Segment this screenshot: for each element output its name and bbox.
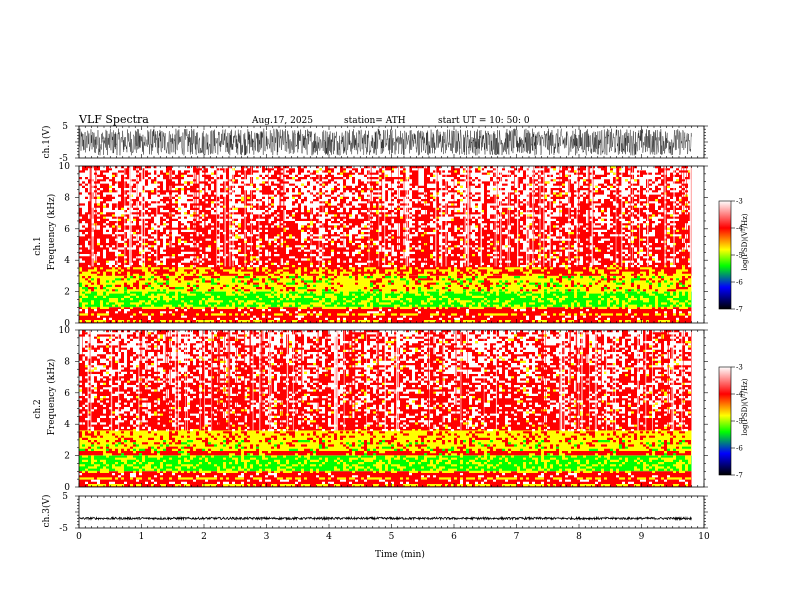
x-tick-label: 0: [76, 532, 82, 542]
spectrogram-ch1: [79, 166, 692, 323]
spec1-ytick-label: 4: [64, 256, 70, 266]
ch3-ytick-label: -5: [59, 524, 68, 534]
colorbar2-tick-label: -5: [736, 418, 743, 426]
x-tick-label: 7: [514, 532, 520, 542]
x-tick-label: 1: [139, 532, 145, 542]
x-tick-label: 2: [201, 532, 207, 542]
spec1-ytick-label: 0: [64, 319, 70, 329]
colorbar2-gradient: [719, 367, 731, 475]
spec1-ytick-label: 8: [64, 193, 70, 203]
spec1-ytick-label: 6: [64, 225, 70, 235]
spec2-ytick-label: 10: [59, 326, 71, 336]
colorbar2-tick-label: -3: [736, 364, 743, 372]
spec2-ytick-label: 2: [64, 452, 70, 462]
colorbar2-tick-label: -6: [736, 445, 743, 453]
colorbar2-tick-label: -7: [736, 472, 743, 480]
x-tick-label: 4: [326, 532, 332, 542]
colorbar1-tick-label: -3: [736, 198, 743, 206]
ch3-ytick-label: 5: [62, 492, 68, 502]
colorbar1-tick-label: -7: [736, 306, 743, 314]
colorbar1-tick-label: -6: [736, 279, 743, 287]
spectrogram-ch2: [79, 330, 692, 487]
start-time-label: start UT = 10: 50: 0: [438, 116, 530, 126]
ch1-trace: [78, 128, 692, 156]
colorbar2-label: log(PSD)(V²/Hz): [741, 378, 749, 436]
ch1-ylabel: ch.1(V): [42, 125, 52, 159]
ch3-trace: [78, 515, 692, 522]
spec2-ytick-label: 6: [64, 389, 70, 399]
spec2-ytick-label: 8: [64, 357, 70, 367]
x-tick-label: 3: [264, 532, 270, 542]
spec1-ylabel: Frequency (kHz): [47, 193, 57, 271]
spec2-channel-label: ch.2: [33, 399, 43, 419]
chart-title: VLF Spectra: [79, 113, 149, 126]
ch3-frame: [78, 495, 705, 529]
spec2-ylabel: Frequency (kHz): [47, 358, 57, 436]
x-tick-label: 5: [389, 532, 395, 542]
spec2-ytick-label: 0: [64, 483, 70, 493]
colorbar1-gradient: [719, 201, 731, 309]
x-tick-label: 8: [576, 532, 582, 542]
spec2-ytick-label: 4: [64, 420, 70, 430]
colorbar2-tick-label: -4: [736, 391, 743, 399]
colorbar1-label: log(PSD)(V²/Hz): [741, 213, 749, 271]
spec1-ytick-label: 10: [59, 162, 71, 172]
x-tick-label: 9: [639, 532, 645, 542]
x-tick-label: 6: [451, 532, 457, 542]
ch1-ytick-label: -5: [59, 154, 68, 164]
x-tick-label: 10: [698, 532, 710, 542]
date-label: Aug.17, 2025: [252, 116, 313, 126]
colorbar1-tick-label: -4: [736, 225, 743, 233]
spec1-channel-label: ch.1: [33, 236, 43, 256]
spec1-ytick-label: 2: [64, 288, 70, 298]
colorbar1-tick-label: -5: [736, 252, 743, 260]
station-label: station= ATH: [344, 116, 406, 126]
x-axis-title: Time (min): [375, 550, 425, 560]
ch3-ylabel: ch.3(V): [42, 494, 52, 528]
ch1-ytick-label: 5: [62, 122, 68, 132]
